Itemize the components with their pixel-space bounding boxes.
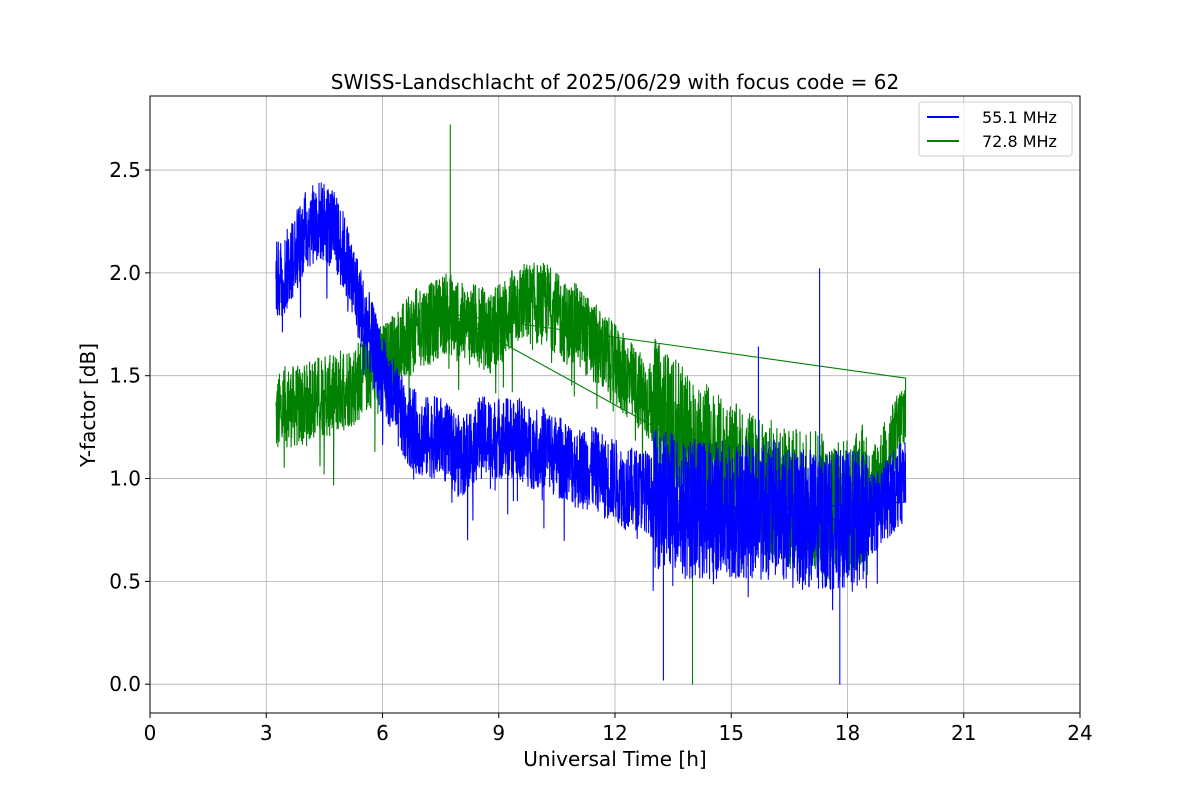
x-tick-label: 12: [602, 721, 627, 745]
y-tick-label: 0.5: [109, 569, 141, 593]
x-axis: 0 3 6 9 12 15 18 21 24: [144, 713, 1093, 745]
x-tick-label: 3: [260, 721, 273, 745]
legend-label-55-1-mhz: 55.1 MHz: [982, 108, 1057, 127]
y-tick-label: 2.5: [109, 158, 141, 182]
legend-box: [918, 101, 1073, 157]
x-tick-label: 24: [1067, 721, 1092, 745]
x-axis-label: Universal Time [h]: [523, 747, 706, 771]
x-tick-label: 0: [144, 721, 157, 745]
y-tick-label: 1.0: [109, 467, 141, 491]
y-axis: 0.0 0.5 1.0 1.5 2.0 2.5: [109, 158, 150, 696]
chart-title: SWISS-Landschlacht of 2025/06/29 with fo…: [331, 70, 899, 94]
x-tick-label: 15: [719, 721, 744, 745]
x-tick-label: 21: [951, 721, 976, 745]
series-layer: [275, 124, 907, 685]
x-tick-label: 9: [492, 721, 505, 745]
x-tick-label: 6: [376, 721, 389, 745]
y-tick-label: 0.0: [109, 672, 141, 696]
y-tick-label: 2.0: [109, 261, 141, 285]
legend-label-72-8-mhz: 72.8 MHz: [982, 132, 1057, 151]
y-axis-label: Y-factor [dB]: [76, 343, 100, 468]
x-tick-label: 18: [835, 721, 860, 745]
legend: 55.1 MHz 72.8 MHz: [918, 101, 1073, 157]
y-tick-label: 1.5: [109, 364, 141, 388]
plot-area: [275, 124, 907, 685]
series-line-55-1-mhz: [275, 182, 907, 685]
